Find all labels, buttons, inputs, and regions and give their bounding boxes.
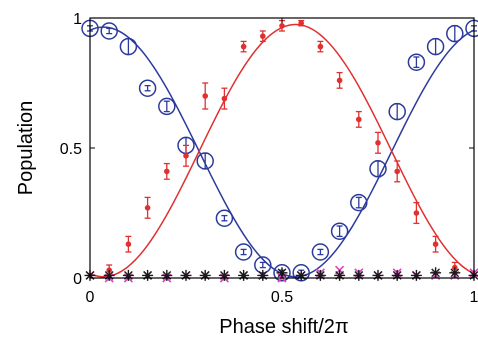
data-point-circle	[330, 222, 349, 240]
data-point-circle	[426, 37, 445, 56]
data-point-circle	[350, 193, 368, 212]
data-point-asterisk	[449, 267, 461, 279]
data-point-dot	[202, 93, 208, 99]
data-point-circle	[100, 22, 118, 40]
x-tick-label: 0	[86, 289, 95, 306]
data-point-dot	[183, 153, 189, 159]
data-point-dot	[164, 168, 170, 175]
axis-ticks: 0 0.5 1 0 0.5 1	[60, 11, 478, 306]
data-point-dot	[240, 43, 247, 50]
data-point-asterisk	[353, 269, 365, 281]
data-point-dot	[260, 33, 266, 39]
data-point-dot	[298, 20, 305, 27]
data-point-circle	[465, 19, 478, 38]
data-point-asterisk	[334, 269, 346, 281]
data-point-asterisk	[430, 267, 442, 279]
data-point-asterisk	[314, 269, 326, 281]
data-point-asterisk	[180, 269, 192, 281]
data-point-asterisk	[238, 269, 250, 281]
plot-marks	[81, 19, 478, 283]
data-point-dot	[317, 43, 324, 50]
x-tick-label: 1	[470, 289, 478, 306]
data-point-asterisk	[161, 269, 173, 281]
data-point-dot	[413, 210, 420, 216]
data-point-asterisk	[218, 269, 230, 281]
data-point-dot	[125, 241, 132, 247]
data-point-dot	[144, 205, 151, 211]
data-point-circle	[215, 209, 234, 227]
data-point-dot	[279, 23, 285, 29]
y-tick-label: 1	[73, 11, 82, 28]
data-point-circle	[138, 79, 157, 97]
data-point-circle	[158, 97, 176, 116]
y-tick-label: 0	[73, 271, 82, 288]
data-point-dot	[336, 77, 343, 84]
data-point-dot	[356, 116, 362, 123]
data-point-asterisk	[257, 269, 269, 281]
data-point-circle	[311, 243, 330, 261]
data-point-asterisk	[372, 269, 384, 281]
data-point-circle	[446, 24, 464, 43]
data-point-dot	[221, 95, 228, 102]
data-point-dot	[432, 241, 439, 247]
data-point-circle	[234, 243, 253, 261]
data-point-circle	[119, 37, 138, 56]
data-point-circle	[196, 152, 214, 170]
data-point-asterisk	[295, 269, 307, 281]
x-axis-label: Phase shift/2π	[219, 316, 348, 338]
data-point-dot	[375, 140, 381, 146]
data-point-circle	[273, 264, 291, 282]
data-point-dot	[394, 168, 401, 175]
data-point-circle	[388, 102, 406, 121]
data-point-asterisk	[276, 267, 288, 279]
y-tick-label: 0.5	[60, 141, 82, 158]
data-point-circle	[369, 160, 387, 178]
data-point-asterisk	[122, 269, 134, 281]
y-axis-label: Population	[15, 101, 37, 196]
data-point-asterisk	[199, 269, 211, 281]
x-tick-label: 0.5	[271, 289, 293, 306]
data-point-asterisk	[103, 269, 115, 281]
data-point-asterisk	[142, 269, 154, 281]
data-point-circle	[407, 53, 426, 71]
data-point-asterisk	[410, 269, 422, 281]
data-point-asterisk	[391, 269, 403, 281]
